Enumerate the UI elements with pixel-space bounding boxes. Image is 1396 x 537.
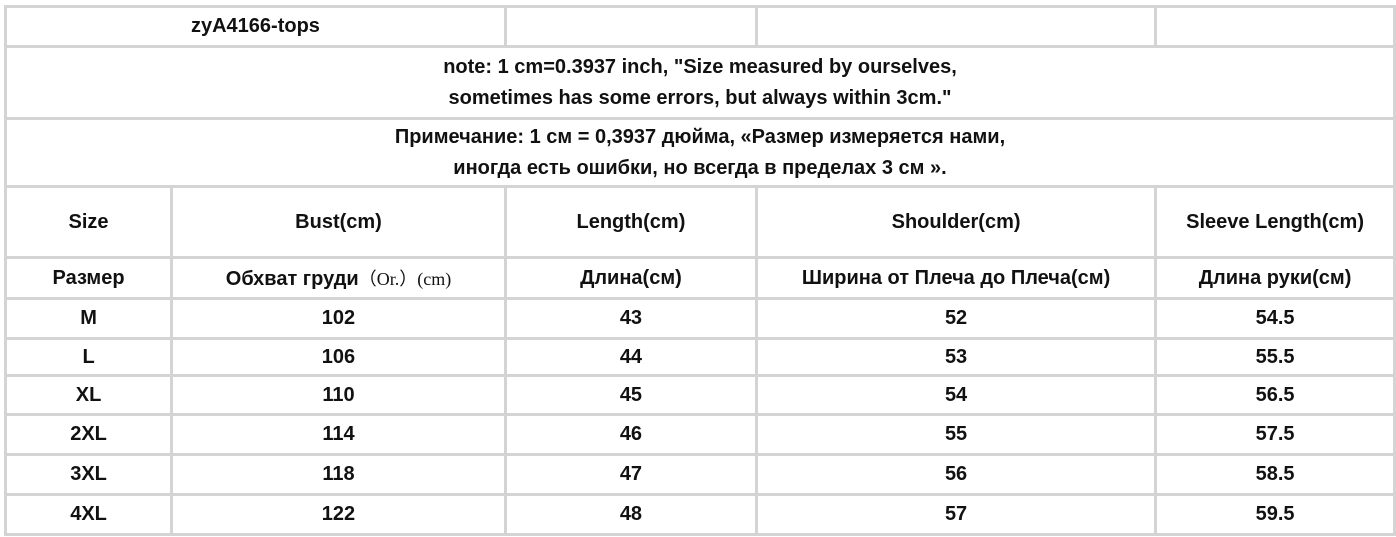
cell-shoulder: 53 xyxy=(754,337,1158,377)
cell-bust: 122 xyxy=(170,493,507,536)
cell-size: L xyxy=(3,337,174,377)
header-sleeve: Sleeve Length(cm) xyxy=(1154,185,1396,259)
table-row: 4XL 122 48 57 59.5 xyxy=(3,493,1396,536)
note-ru-line: иногда есть ошибки, но всегда в пределах… xyxy=(453,156,947,179)
header-ru-sleeve: Длина руки(см) xyxy=(1154,256,1396,300)
cell-size: M xyxy=(3,297,174,340)
header-en-row: Size Bust(cm) Length(cm) Shoulder(cm) Sl… xyxy=(3,185,1396,259)
cell-length: 48 xyxy=(503,493,758,536)
cell-shoulder: 52 xyxy=(754,297,1158,340)
note-en-row: note: 1 cm=0.3937 inch, "Size measured b… xyxy=(4,45,1396,120)
note-en: note: 1 cm=0.3937 inch, "Size measured b… xyxy=(4,45,1396,120)
cell-length: 44 xyxy=(503,337,758,377)
header-ru-bust-suffix: （Or.）(cm) xyxy=(358,269,452,289)
size-chart-table: zyA4166-tops note: 1 cm=0.3937 inch, "Si… xyxy=(3,5,1396,536)
table-row: 2XL 114 46 55 57.5 xyxy=(3,413,1396,456)
cell-sleeve: 58.5 xyxy=(1154,453,1396,496)
note-ru-line: Примечание: 1 см = 0,3937 дюйма, «Размер… xyxy=(394,125,1006,148)
cell-sleeve: 56.5 xyxy=(1154,374,1396,416)
cell-bust: 114 xyxy=(170,413,507,456)
cell-shoulder: 55 xyxy=(754,413,1158,456)
header-ru-row: Размер Обхват груди（Or.）(cm) Длина(см) Ш… xyxy=(3,256,1396,300)
cell-bust: 102 xyxy=(170,297,507,340)
table-row: 3XL 118 47 56 58.5 xyxy=(3,453,1396,496)
header-ru-size: Размер xyxy=(3,256,174,300)
empty-cell xyxy=(503,5,758,48)
table-row: L 106 44 53 55.5 xyxy=(3,337,1396,377)
header-length: Length(cm) xyxy=(503,185,758,259)
product-title: zyA4166-tops xyxy=(4,5,507,48)
cell-length: 45 xyxy=(503,374,758,416)
cell-shoulder: 56 xyxy=(754,453,1158,496)
header-shoulder: Shoulder(cm) xyxy=(754,185,1158,259)
cell-sleeve: 55.5 xyxy=(1154,337,1396,377)
table-row: M 102 43 52 54.5 xyxy=(3,297,1396,340)
header-ru-length: Длина(см) xyxy=(503,256,758,300)
header-ru-bust: Обхват груди（Or.）(cm) xyxy=(170,256,507,300)
cell-sleeve: 54.5 xyxy=(1154,297,1396,340)
title-row: zyA4166-tops xyxy=(4,5,1396,48)
cell-shoulder: 57 xyxy=(754,493,1158,536)
header-ru-shoulder: Ширина от Плеча до Плеча(см) xyxy=(754,256,1158,300)
cell-shoulder: 54 xyxy=(754,374,1158,416)
note-en-line: note: 1 cm=0.3937 inch, "Size measured b… xyxy=(443,55,957,78)
header-size: Size xyxy=(3,185,174,259)
cell-size: 2XL xyxy=(3,413,174,456)
cell-size: XL xyxy=(3,374,174,416)
cell-bust: 118 xyxy=(170,453,507,496)
cell-size: 4XL xyxy=(3,493,174,536)
empty-cell xyxy=(754,5,1158,48)
note-ru-row: Примечание: 1 см = 0,3937 дюйма, «Размер… xyxy=(4,117,1396,188)
cell-sleeve: 57.5 xyxy=(1154,413,1396,456)
table-row: XL 110 45 54 56.5 xyxy=(3,374,1396,416)
cell-bust: 110 xyxy=(170,374,507,416)
header-ru-bust-label: Обхват груди xyxy=(225,268,359,290)
cell-length: 47 xyxy=(503,453,758,496)
note-ru: Примечание: 1 см = 0,3937 дюйма, «Размер… xyxy=(4,117,1396,188)
empty-cell xyxy=(1154,5,1396,48)
header-bust: Bust(cm) xyxy=(170,185,507,259)
note-en-line: sometimes has some errors, but always wi… xyxy=(448,86,952,109)
cell-length: 46 xyxy=(503,413,758,456)
cell-sleeve: 59.5 xyxy=(1154,493,1396,536)
cell-length: 43 xyxy=(503,297,758,340)
cell-size: 3XL xyxy=(3,453,174,496)
cell-bust: 106 xyxy=(170,337,507,377)
